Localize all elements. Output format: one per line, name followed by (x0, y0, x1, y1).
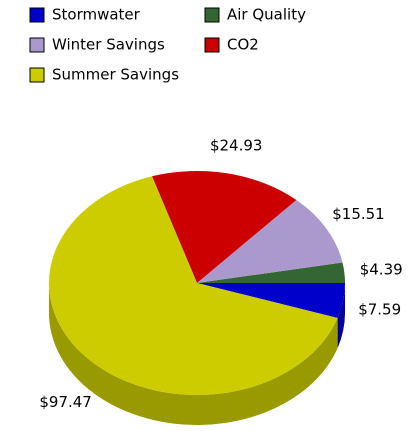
pie-slice (197, 282, 345, 318)
pie-side (337, 283, 345, 348)
pie-side (49, 283, 338, 426)
value-label: $97.47 (39, 393, 92, 411)
legend-label: CO2 (227, 36, 259, 54)
legend-swatch (29, 7, 45, 23)
pie-slice (152, 171, 297, 283)
value-label: $4.39 (360, 261, 403, 279)
pie-slice (197, 262, 345, 283)
value-label: $7.59 (358, 300, 401, 318)
legend-swatch (29, 37, 45, 53)
legend-swatch (204, 37, 220, 53)
value-label: $15.51 (332, 205, 385, 223)
legend-swatch (204, 7, 220, 23)
pie-slice (48, 176, 338, 395)
legend-label: Air Quality (227, 6, 306, 24)
legend-swatch (29, 67, 45, 83)
legend-label: Stormwater (52, 6, 141, 24)
value-label: $24.93 (210, 137, 263, 155)
legend-label: Summer Savings (52, 66, 179, 84)
legend-label: Winter Savings (52, 36, 165, 54)
pie-slice (197, 199, 343, 283)
